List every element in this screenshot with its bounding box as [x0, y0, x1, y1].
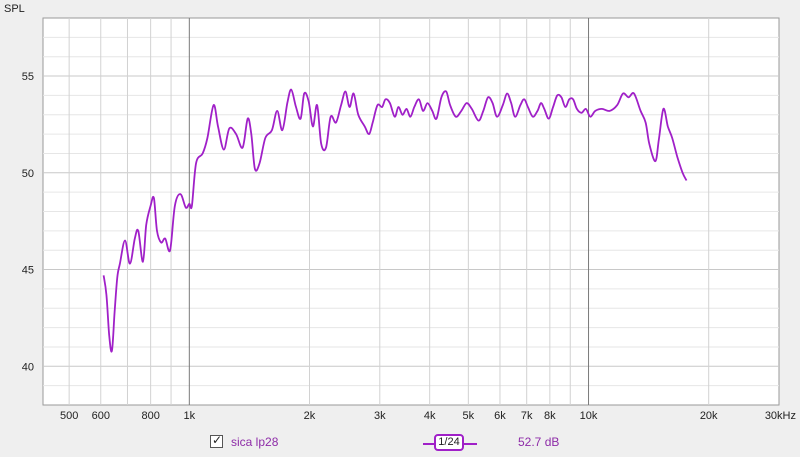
frequency-response-chart: 40 45 50 55 500 600 800 1k 2k 3k 4k 5k 6k 7k 8k 10k 20k… — [4, 3, 796, 422]
checkmark-icon: ✓ — [212, 433, 223, 447]
legend: ✓ sica lp28 1/24 52.7 dB — [0, 432, 800, 454]
x-tick-label: 7k — [521, 410, 533, 422]
y-tick-labels: 40 45 50 55 — [22, 71, 34, 373]
x-tick-label: 1k — [184, 410, 196, 422]
x-tick-label: 600 — [92, 410, 110, 422]
x-tick-label: 30kHz — [765, 410, 796, 422]
x-tick-label: 20k — [700, 410, 718, 422]
y-tick-label: 45 — [22, 265, 34, 277]
x-tick-label: 4k — [424, 410, 436, 422]
x-tick-label: 10k — [580, 410, 598, 422]
x-tick-label: 2k — [304, 410, 316, 422]
x-tick-label: 5k — [463, 410, 475, 422]
legend-series-name: sica lp28 — [231, 435, 279, 449]
x-tick-labels: 500 600 800 1k 2k 3k 4k 5k 6k 7k 8k 10k 20k 30kHz — [60, 410, 796, 422]
y-tick-label: 50 — [22, 168, 34, 180]
series-visibility-checkbox[interactable]: ✓ — [210, 433, 223, 448]
y-axis-title: SPL — [4, 3, 25, 15]
x-tick-label: 3k — [374, 410, 386, 422]
smoothing-button[interactable]: 1/24 — [434, 434, 464, 451]
legend-value-readout: 52.7 dB — [518, 435, 560, 449]
x-tick-label: 8k — [544, 410, 556, 422]
y-tick-label: 55 — [22, 71, 34, 83]
series-line — [102, 88, 688, 353]
series-layer — [102, 88, 688, 353]
y-tick-label: 40 — [22, 361, 34, 373]
grid-lines — [43, 18, 779, 405]
x-tick-label: 500 — [60, 410, 78, 422]
x-tick-label: 800 — [141, 410, 159, 422]
x-tick-label: 6k — [494, 410, 506, 422]
